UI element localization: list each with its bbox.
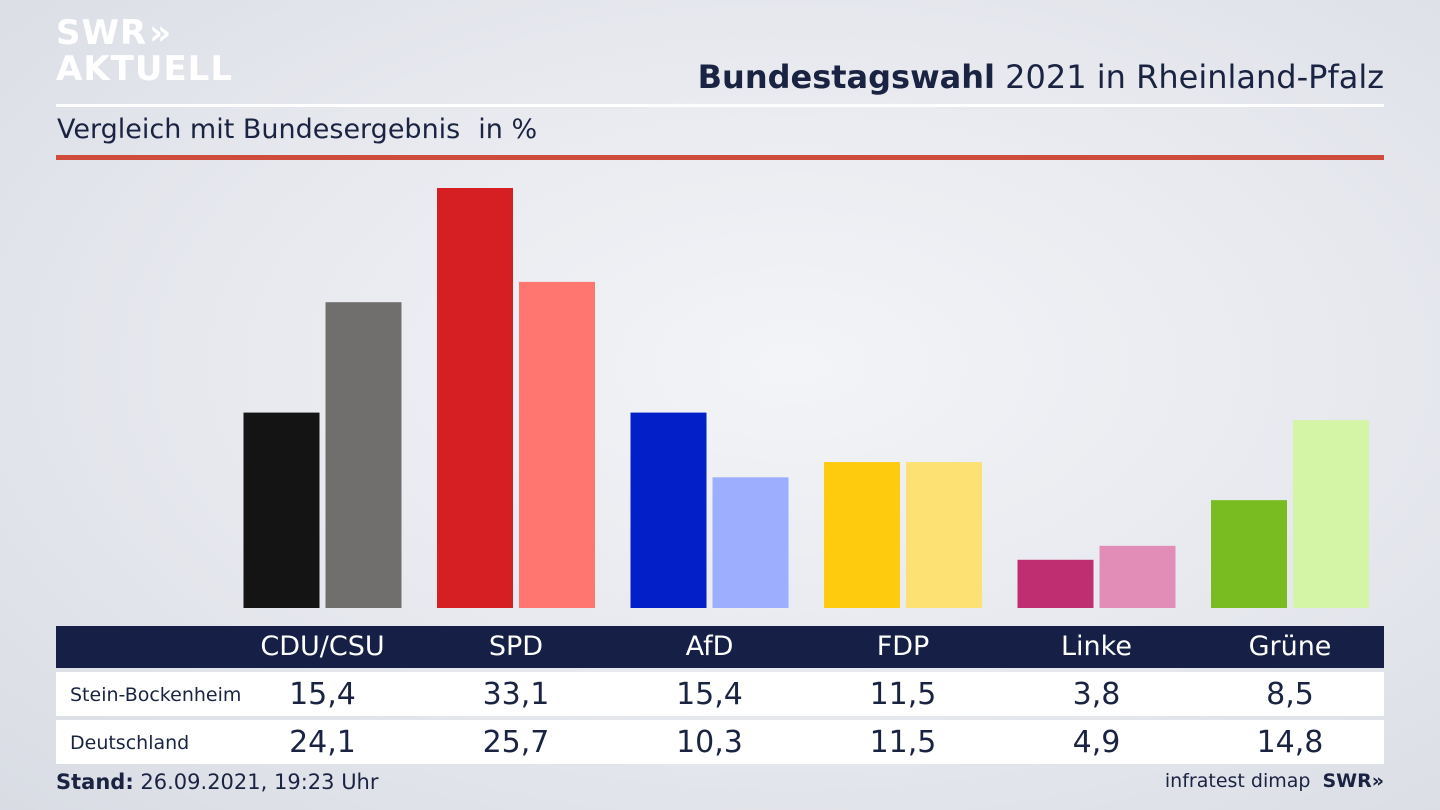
- source-name: infratest dimap: [1164, 770, 1311, 792]
- value-afd-local: 15,4: [676, 677, 743, 712]
- logo-chevron-icon: »: [149, 13, 173, 53]
- results-table: CDU/CSU SPD AfD FDP Linke Grüne Stein-Bockenh…: [56, 626, 1384, 764]
- bar-spd-national: [519, 281, 595, 608]
- value-spd-local: 33,1: [482, 677, 550, 712]
- source-credit: infratest dimap SWR»: [1165, 770, 1384, 792]
- value-afd-national: 10,3: [676, 725, 743, 760]
- value-fdp-local: 11,5: [869, 677, 937, 712]
- stand-label: Stand:: [56, 770, 134, 794]
- party-label-cdu-csu: CDU/CSU: [260, 631, 385, 662]
- swr-brand-logo: SWR»: [1322, 770, 1384, 792]
- timestamp: Stand: 26.09.2021, 19:23 Uhr: [56, 770, 379, 794]
- bar-afd-local: [630, 412, 707, 608]
- bar-linke-local: [1017, 559, 1094, 608]
- bar-afd-national: [712, 477, 789, 608]
- party-header-row: CDU/CSU SPD AfD FDP Linke Grüne: [56, 626, 1384, 668]
- value-linke-national: 4,9: [1072, 725, 1121, 760]
- value-linke-local: 3,8: [1072, 677, 1121, 712]
- chart-title: Bundestagswahl 2021 in Rheinland-Pfalz: [698, 58, 1384, 96]
- value-fdp-national: 11,5: [869, 725, 937, 760]
- table-row-local: Stein-Bockenheim 15,4 33,1 15,4 11,5 3,8 8,5: [56, 672, 1384, 716]
- party-label-afd: AfD: [685, 631, 734, 662]
- row-label-national: Deutschland: [70, 732, 190, 754]
- chart-subtitle: Vergleich mit Bundesergebnis in %: [57, 114, 537, 145]
- title-divider: [56, 104, 1384, 107]
- title-bold: Bundestagswahl: [697, 58, 995, 96]
- stand-value: 26.09.2021, 19:23 Uhr: [140, 770, 379, 794]
- bar-gr-ne-local: [1211, 500, 1287, 608]
- bar-cdu-csu-national: [325, 302, 402, 608]
- subtitle-unit: in %: [478, 114, 538, 145]
- value-cdu-csu-national: 24,1: [289, 725, 356, 760]
- bar-cdu-csu-local: [243, 412, 320, 608]
- subtitle-text: Vergleich mit Bundesergebnis: [57, 114, 461, 145]
- party-label-spd: SPD: [488, 631, 544, 662]
- bar-fdp-national: [906, 462, 982, 608]
- title-rest: 2021 in Rheinland-Pfalz: [1005, 58, 1384, 96]
- party-label-fdp: FDP: [876, 631, 930, 662]
- logo-swr: SWR: [56, 13, 148, 53]
- bar-linke-national: [1099, 545, 1176, 608]
- bar-spd-local: [437, 188, 513, 608]
- value-gr-ne-local: 8,5: [1266, 677, 1314, 712]
- bar-fdp-local: [824, 462, 900, 608]
- party-label-linke: Linke: [1061, 631, 1132, 662]
- party-label-gr-ne: Grüne: [1248, 631, 1332, 662]
- swr-aktuell-logo: SWR» AKTUELL: [56, 16, 233, 86]
- bar-chart: [243, 188, 1369, 608]
- row-label-local: Stein-Bockenheim: [70, 684, 242, 706]
- value-spd-national: 25,7: [482, 725, 550, 760]
- subtitle-divider: [56, 155, 1384, 160]
- bar-gr-ne-national: [1293, 420, 1369, 608]
- table-row-national: Deutschland 24,1 25,7 10,3 11,5 4,9 14,8: [56, 720, 1384, 764]
- value-cdu-csu-local: 15,4: [289, 677, 356, 712]
- logo-aktuell: AKTUELL: [56, 49, 234, 89]
- value-gr-ne-national: 14,8: [1256, 725, 1324, 760]
